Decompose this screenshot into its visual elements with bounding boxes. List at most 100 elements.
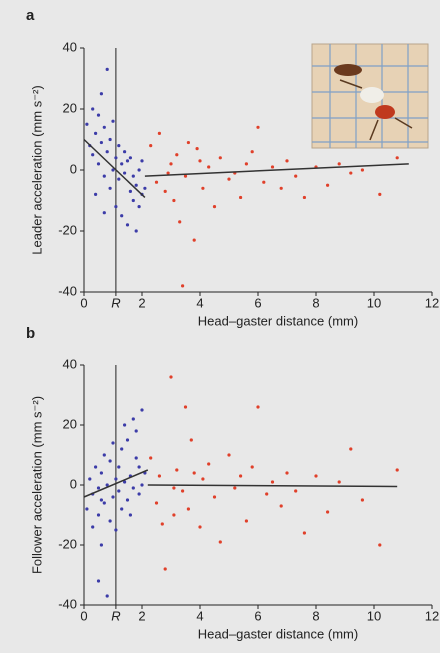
point bbox=[131, 198, 135, 203]
point bbox=[166, 171, 170, 175]
point bbox=[244, 162, 248, 166]
point bbox=[360, 498, 364, 502]
point bbox=[149, 456, 153, 460]
x-tick-label: 12 bbox=[425, 295, 439, 310]
y-tick-label: -40 bbox=[58, 596, 77, 611]
point bbox=[192, 238, 196, 242]
point bbox=[102, 211, 106, 215]
point bbox=[85, 122, 89, 126]
x-tick-label: 8 bbox=[312, 295, 319, 310]
point bbox=[239, 474, 243, 478]
point bbox=[337, 480, 341, 484]
point bbox=[160, 522, 164, 526]
x-tick-label: 2 bbox=[138, 608, 145, 623]
point bbox=[163, 189, 167, 193]
point bbox=[270, 480, 275, 484]
point bbox=[96, 162, 101, 166]
y-tick-label: -40 bbox=[58, 283, 77, 298]
point bbox=[128, 189, 132, 193]
point bbox=[108, 519, 112, 523]
point bbox=[125, 498, 130, 502]
point bbox=[96, 513, 101, 517]
point bbox=[244, 519, 248, 523]
point bbox=[265, 492, 269, 496]
x-axis-label: Head–gaster distance (mm) bbox=[198, 626, 358, 641]
point bbox=[140, 159, 144, 163]
point bbox=[314, 474, 318, 478]
point bbox=[218, 540, 222, 544]
y-tick-label: 0 bbox=[70, 476, 77, 491]
point bbox=[117, 144, 121, 148]
x-tick-label: 4 bbox=[196, 295, 203, 310]
point bbox=[125, 223, 130, 227]
point bbox=[157, 474, 161, 478]
point bbox=[143, 186, 147, 190]
point bbox=[163, 567, 167, 571]
point bbox=[212, 495, 217, 499]
point bbox=[114, 528, 118, 532]
point bbox=[111, 441, 115, 445]
point bbox=[395, 468, 399, 472]
point bbox=[183, 405, 188, 409]
point bbox=[140, 483, 144, 487]
point bbox=[154, 180, 159, 184]
point bbox=[99, 471, 103, 475]
point bbox=[227, 177, 231, 181]
y-tick-label: -20 bbox=[58, 536, 77, 551]
point bbox=[111, 495, 115, 499]
point bbox=[137, 168, 141, 172]
point bbox=[111, 168, 115, 172]
point bbox=[154, 501, 159, 505]
point bbox=[96, 486, 101, 490]
point bbox=[102, 174, 106, 178]
point bbox=[186, 507, 190, 511]
point bbox=[279, 186, 283, 190]
point bbox=[279, 504, 283, 508]
point bbox=[175, 468, 179, 472]
x-tick-label: 12 bbox=[425, 608, 439, 623]
point bbox=[349, 171, 353, 175]
point bbox=[172, 513, 176, 517]
point bbox=[294, 489, 298, 493]
point bbox=[134, 429, 138, 433]
x-axis-label: Head–gaster distance (mm) bbox=[198, 313, 358, 328]
point bbox=[117, 177, 121, 181]
point bbox=[123, 171, 127, 175]
point bbox=[285, 159, 289, 163]
point bbox=[256, 405, 260, 409]
point bbox=[134, 229, 138, 233]
x-tick-label: 8 bbox=[312, 608, 319, 623]
point bbox=[378, 543, 382, 547]
panel-label: b bbox=[26, 325, 35, 342]
point bbox=[123, 423, 127, 427]
x-tick-label: R bbox=[111, 295, 120, 310]
point bbox=[108, 186, 112, 190]
point bbox=[294, 174, 298, 178]
point bbox=[250, 465, 254, 469]
point bbox=[114, 156, 118, 160]
y-tick-label: 20 bbox=[63, 416, 77, 431]
point bbox=[326, 183, 330, 187]
point bbox=[88, 477, 92, 481]
panel-label: a bbox=[26, 7, 35, 24]
point bbox=[183, 174, 188, 178]
inset-photo bbox=[311, 43, 429, 149]
point bbox=[105, 483, 109, 487]
point bbox=[137, 465, 141, 469]
point bbox=[128, 156, 132, 160]
fit-line bbox=[144, 163, 409, 177]
point bbox=[99, 140, 103, 145]
point bbox=[201, 477, 205, 481]
point bbox=[137, 492, 141, 496]
point bbox=[114, 477, 118, 481]
point bbox=[94, 465, 98, 469]
point bbox=[102, 125, 106, 129]
point bbox=[131, 486, 135, 490]
point bbox=[175, 153, 179, 157]
point bbox=[105, 67, 109, 71]
point bbox=[239, 195, 243, 200]
x-tick-label: 4 bbox=[196, 608, 203, 623]
point bbox=[378, 192, 382, 196]
point bbox=[181, 489, 185, 493]
